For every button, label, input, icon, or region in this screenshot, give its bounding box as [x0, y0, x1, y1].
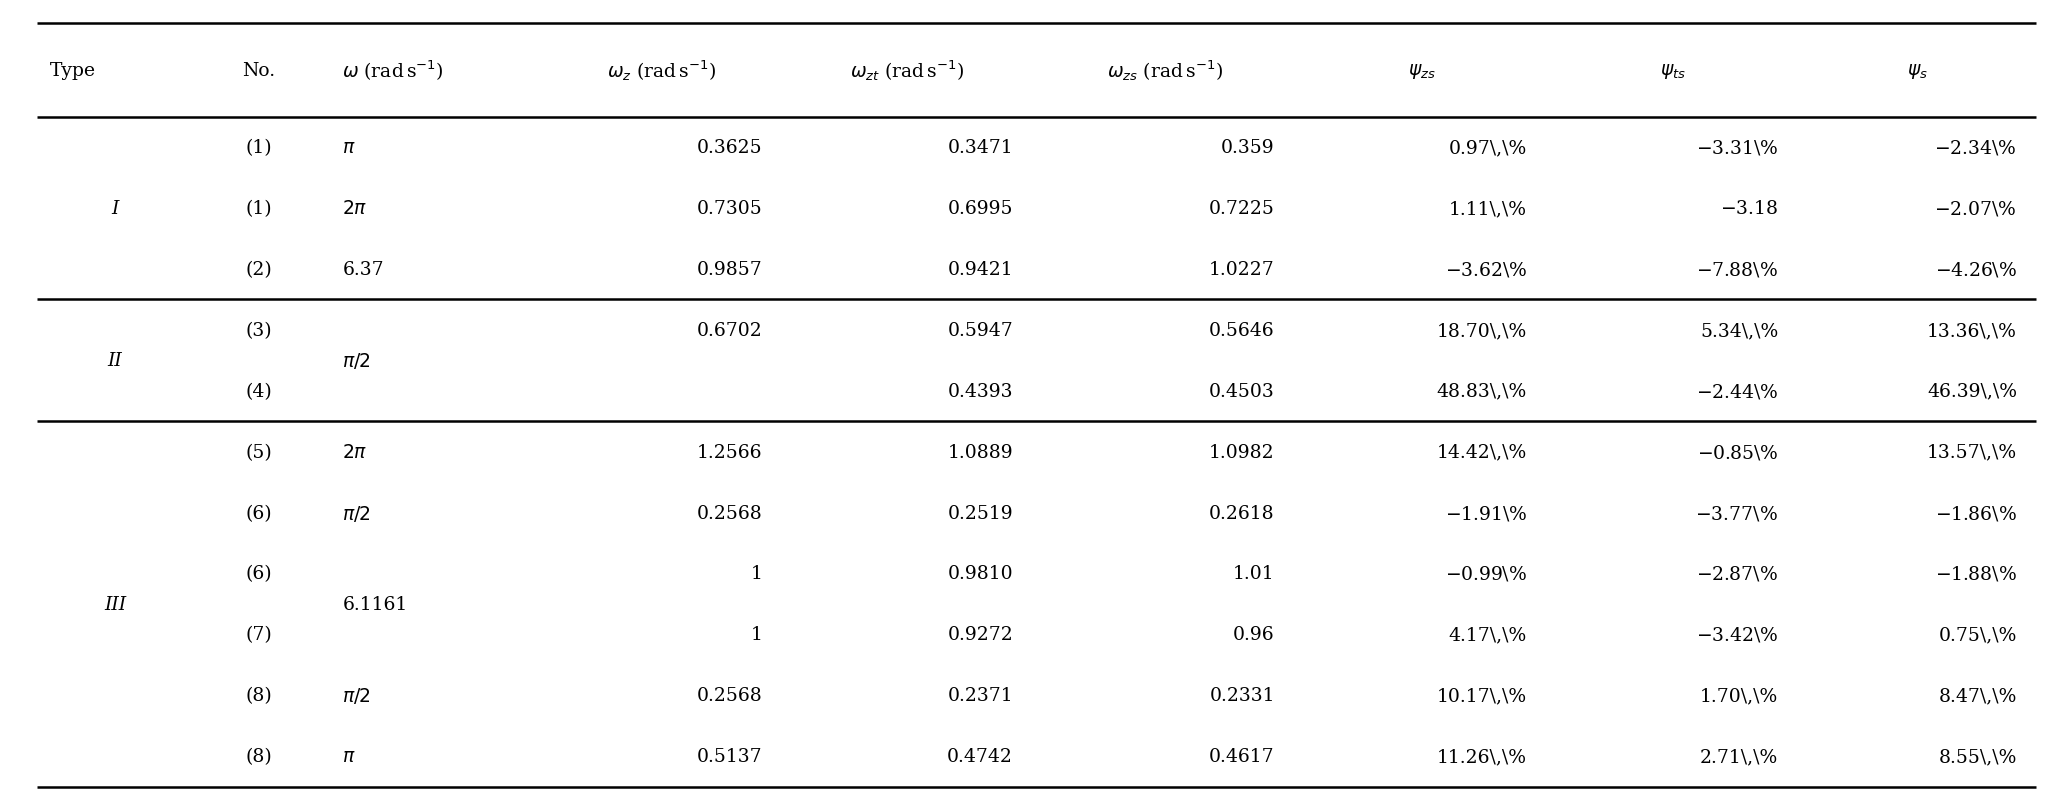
- Text: 14.42\,\%: 14.42\,\%: [1437, 443, 1528, 461]
- Text: 13.36\,\%: 13.36\,\%: [1926, 321, 2017, 340]
- Text: 46.39\,\%: 46.39\,\%: [1926, 382, 2017, 401]
- Text: $2\pi$: $2\pi$: [343, 200, 368, 218]
- Text: $\pi$: $\pi$: [343, 747, 356, 766]
- Text: 0.359: 0.359: [1222, 139, 1275, 157]
- Text: (7): (7): [246, 625, 273, 644]
- Text: 1.01: 1.01: [1234, 564, 1275, 583]
- Text: (2): (2): [246, 260, 273, 279]
- Text: $-$1.88\%: $-$1.88\%: [1935, 564, 2017, 583]
- Text: 1: 1: [750, 625, 763, 644]
- Text: $-$3.62\%: $-$3.62\%: [1445, 260, 1528, 279]
- Text: 0.9272: 0.9272: [947, 625, 1013, 644]
- Text: 0.96: 0.96: [1234, 625, 1275, 644]
- Text: 1.11\,\%: 1.11\,\%: [1449, 200, 1528, 218]
- Text: 0.6702: 0.6702: [697, 321, 763, 340]
- Text: $-$2.44\%: $-$2.44\%: [1695, 382, 1778, 401]
- Text: 0.4393: 0.4393: [947, 382, 1013, 401]
- Text: (1): (1): [246, 139, 273, 157]
- Text: 0.4617: 0.4617: [1209, 747, 1275, 766]
- Text: 5.34\,\%: 5.34\,\%: [1699, 321, 1778, 340]
- Text: (6): (6): [246, 564, 273, 583]
- Text: $-$2.87\%: $-$2.87\%: [1697, 564, 1778, 583]
- Text: 0.2519: 0.2519: [947, 504, 1013, 522]
- Text: $2\pi$: $2\pi$: [343, 443, 368, 461]
- Text: 0.4742: 0.4742: [947, 747, 1013, 766]
- Text: $-$3.42\%: $-$3.42\%: [1695, 625, 1778, 644]
- Text: $\pi/2$: $\pi/2$: [343, 503, 372, 523]
- Text: 0.2331: 0.2331: [1209, 686, 1275, 705]
- Text: III: III: [103, 595, 126, 613]
- Text: (4): (4): [246, 382, 273, 401]
- Text: 0.75\,\%: 0.75\,\%: [1939, 625, 2017, 644]
- Text: 0.9421: 0.9421: [947, 260, 1013, 279]
- Text: 0.5646: 0.5646: [1209, 321, 1275, 340]
- Text: 0.6995: 0.6995: [947, 200, 1013, 218]
- Text: (8): (8): [246, 747, 273, 766]
- Text: 0.3625: 0.3625: [697, 139, 763, 157]
- Text: (6): (6): [246, 504, 273, 522]
- Text: 1.2566: 1.2566: [697, 443, 763, 461]
- Text: 1: 1: [750, 564, 763, 583]
- Text: $-$1.91\%: $-$1.91\%: [1445, 504, 1528, 522]
- Text: 8.47\,\%: 8.47\,\%: [1939, 686, 2017, 705]
- Text: (8): (8): [246, 686, 273, 705]
- Text: 0.3471: 0.3471: [947, 139, 1013, 157]
- Text: $-$0.99\%: $-$0.99\%: [1445, 564, 1528, 583]
- Text: 1.0889: 1.0889: [947, 443, 1013, 461]
- Text: II: II: [107, 352, 122, 370]
- Text: 48.83\,\%: 48.83\,\%: [1437, 382, 1528, 401]
- Text: 2.71\,\%: 2.71\,\%: [1699, 747, 1778, 766]
- Text: $-$2.07\%: $-$2.07\%: [1935, 200, 2017, 218]
- Text: 8.55\,\%: 8.55\,\%: [1939, 747, 2017, 766]
- Text: $-$3.18: $-$3.18: [1720, 200, 1778, 218]
- Text: 1.0227: 1.0227: [1209, 260, 1275, 279]
- Text: $\psi_{zs}$: $\psi_{zs}$: [1408, 62, 1434, 80]
- Text: I: I: [112, 200, 118, 218]
- Text: 11.26\,\%: 11.26\,\%: [1437, 747, 1528, 766]
- Text: 18.70\,\%: 18.70\,\%: [1437, 321, 1528, 340]
- Text: 13.57\,\%: 13.57\,\%: [1926, 443, 2017, 461]
- Text: 0.2371: 0.2371: [947, 686, 1013, 705]
- Text: $\pi/2$: $\pi/2$: [343, 685, 372, 706]
- Text: Type: Type: [50, 62, 95, 80]
- Text: No.: No.: [242, 62, 275, 80]
- Text: 0.7225: 0.7225: [1209, 200, 1275, 218]
- Text: $\pi$: $\pi$: [343, 139, 356, 157]
- Text: 0.2618: 0.2618: [1209, 504, 1275, 522]
- Text: $\psi_s$: $\psi_s$: [1906, 62, 1929, 80]
- Text: 0.9857: 0.9857: [697, 260, 763, 279]
- Text: $-$4.26\%: $-$4.26\%: [1935, 260, 2017, 279]
- Text: $\pi/2$: $\pi/2$: [343, 351, 372, 371]
- Text: $-$1.86\%: $-$1.86\%: [1935, 504, 2017, 522]
- Text: $\omega_{zs}$ (rad$\,$s$^{-1}$): $\omega_{zs}$ (rad$\,$s$^{-1}$): [1106, 58, 1222, 84]
- Text: (5): (5): [246, 443, 273, 461]
- Text: 0.2568: 0.2568: [697, 686, 763, 705]
- Text: 0.9810: 0.9810: [947, 564, 1013, 583]
- Text: (1): (1): [246, 200, 273, 218]
- Text: 1.0982: 1.0982: [1209, 443, 1275, 461]
- Text: 0.5137: 0.5137: [697, 747, 763, 766]
- Text: $-$3.77\%: $-$3.77\%: [1695, 504, 1778, 522]
- Text: 6.37: 6.37: [343, 260, 384, 279]
- Text: 0.2568: 0.2568: [697, 504, 763, 522]
- Text: $-$3.31\%: $-$3.31\%: [1695, 139, 1778, 157]
- Text: $\omega_{zt}$ (rad$\,$s$^{-1}$): $\omega_{zt}$ (rad$\,$s$^{-1}$): [850, 58, 965, 84]
- Text: 0.4503: 0.4503: [1209, 382, 1275, 401]
- Text: $-$0.85\%: $-$0.85\%: [1697, 443, 1778, 461]
- Text: 6.1161: 6.1161: [343, 595, 407, 613]
- Text: 0.5947: 0.5947: [947, 321, 1013, 340]
- Text: 1.70\,\%: 1.70\,\%: [1699, 686, 1778, 705]
- Text: $-$7.88\%: $-$7.88\%: [1697, 260, 1778, 279]
- Text: 0.7305: 0.7305: [697, 200, 763, 218]
- Text: $\psi_{ts}$: $\psi_{ts}$: [1660, 62, 1687, 80]
- Text: $\omega_z$ (rad$\,$s$^{-1}$): $\omega_z$ (rad$\,$s$^{-1}$): [608, 58, 717, 84]
- Text: 4.17\,\%: 4.17\,\%: [1449, 625, 1528, 644]
- Text: $-$2.34\%: $-$2.34\%: [1935, 139, 2017, 157]
- Text: 10.17\,\%: 10.17\,\%: [1437, 686, 1528, 705]
- Text: (3): (3): [246, 321, 273, 340]
- Text: 0.97\,\%: 0.97\,\%: [1449, 139, 1528, 157]
- Text: $\omega$ (rad$\,$s$^{-1}$): $\omega$ (rad$\,$s$^{-1}$): [343, 59, 444, 83]
